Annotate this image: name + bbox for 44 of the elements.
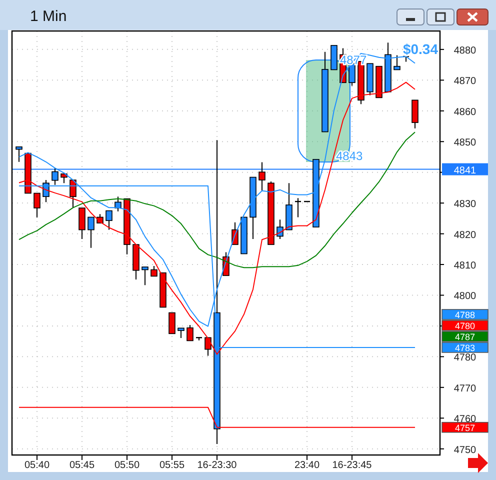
- text: 4757: [454, 422, 476, 433]
- text: 4787: [454, 332, 476, 342]
- candlestick: [178, 328, 184, 338]
- ref-line-label: 4841: [454, 165, 477, 176]
- x-tick-label: 05:55: [159, 460, 185, 471]
- y-tick-label: 4820: [454, 230, 477, 241]
- y-tick-label: 4760: [454, 414, 477, 426]
- candlestick: [70, 180, 76, 208]
- candlestick: [348, 63, 356, 86]
- y-tick-label: 4830: [454, 199, 477, 210]
- y-tick-label: 4810: [454, 260, 477, 272]
- y-tick-label: 4780: [454, 352, 477, 364]
- y-tick-label: 4860: [454, 106, 477, 118]
- x-tick-label: 23:40: [294, 460, 320, 471]
- candlestick: [88, 216, 94, 248]
- x-tick-label: 05:40: [24, 460, 50, 471]
- y-tick-label: 4870: [454, 76, 477, 88]
- candlestick: [150, 266, 158, 277]
- y-tick-label: 4770: [454, 383, 477, 394]
- chart-title: 1 Min: [30, 8, 67, 25]
- line-series: [18, 82, 416, 355]
- x-tick-label: 05:50: [114, 460, 140, 471]
- candlestick: [168, 312, 176, 334]
- x-tick-label: 05:45: [69, 460, 95, 471]
- candlestick: [186, 324, 194, 342]
- candlestick: [258, 162, 266, 191]
- candlestick: [34, 192, 40, 218]
- x-tick-label: 16-23:30: [197, 460, 238, 471]
- candlestick: [412, 100, 418, 129]
- text: 4783: [454, 342, 476, 353]
- y-tick-label: 4800: [454, 291, 477, 302]
- annotation: $0.34: [402, 41, 438, 57]
- candlestick: [204, 337, 212, 356]
- candlestick: [106, 210, 112, 230]
- y-tick-label: 4850: [454, 138, 477, 149]
- candlestick: [114, 196, 122, 212]
- text: 4788: [454, 310, 476, 320]
- candlestick: [142, 266, 148, 286]
- x-tick-label: 16-23:45: [332, 460, 372, 471]
- candlestick: [78, 207, 86, 240]
- candlestick: [276, 219, 284, 240]
- y-tick-label: 4880: [454, 45, 477, 56]
- annotation: 4843: [336, 149, 364, 163]
- y-tick-label: 4750: [454, 444, 477, 456]
